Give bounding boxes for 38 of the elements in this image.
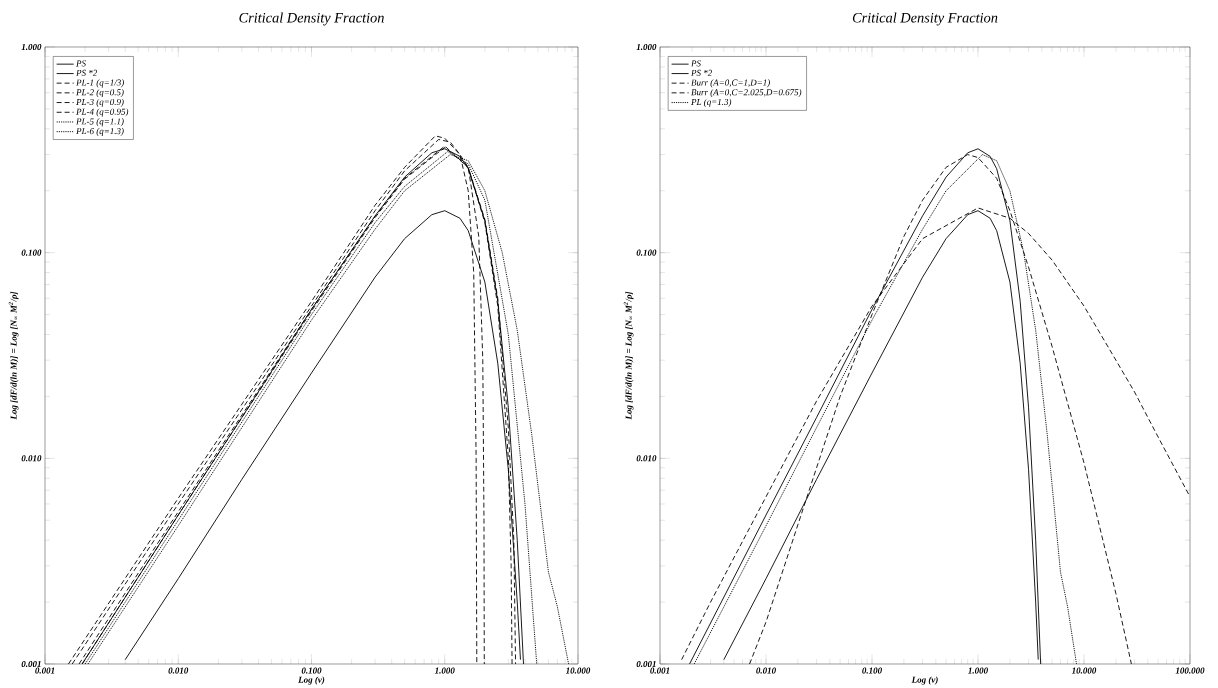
legend-label: Burr (A=0,C=1,D=1)	[691, 79, 770, 88]
x-axis-title: Log (ν)	[911, 676, 938, 685]
legend-label: PS	[76, 60, 86, 67]
legend-label: PL-5 (q=1.1)	[76, 118, 124, 127]
y-tick-label: 0.001	[636, 660, 656, 668]
x-tick-label: 10.000	[565, 667, 591, 674]
x-tick-label: 0.010	[168, 667, 189, 674]
y-axis-title: Log [dF/d(ln M)] = Log [N$_{∞}$ M$^{2}$/ρ]	[623, 291, 634, 420]
x-tick-label: 0.010	[756, 667, 776, 674]
y-tick-label: 1.000	[21, 43, 42, 51]
x-tick-label: 10.000	[1071, 667, 1097, 674]
legend-label: PL (q=1.3)	[690, 98, 732, 107]
y-axis-title: Log [dF/d(ln M)] = Log [N$_{∞}$ M$^{2}$/ρ]	[8, 291, 19, 420]
x-axis-title: Log (ν)	[298, 676, 325, 685]
y-tick-label: 0.010	[636, 455, 657, 462]
x-tick-label: 1.000	[968, 667, 988, 674]
x-tick-label: 0.100	[862, 667, 882, 674]
legend-label: PL-4 (q=0.95)	[76, 108, 129, 117]
x-tick-label: 0.001	[650, 667, 670, 674]
legend-label: PL-3 (q=0.9)	[76, 98, 124, 107]
x-tick-label: 0.100	[301, 667, 322, 674]
x-tick-label: 0.001	[35, 667, 55, 674]
y-tick-label: 0.100	[21, 249, 42, 256]
legend-label: PS *2	[76, 69, 98, 76]
legend-label: PS *2	[690, 69, 712, 76]
y-tick-label: 0.010	[21, 455, 42, 462]
legend-label: PL-6 (q=1.3)	[76, 127, 124, 136]
y-tick-label: 0.100	[636, 249, 657, 256]
chart-title: Critical Density Fraction	[239, 12, 384, 26]
x-tick-label: 1.000	[434, 667, 455, 674]
chart-title: Critical Density Fraction	[852, 12, 998, 26]
x-tick-label: 100.000	[1175, 667, 1205, 674]
y-tick-label: 0.001	[21, 660, 41, 668]
legend-label: Burr (A=0,C=2.025,D=0.675)	[691, 89, 802, 98]
legend-label: PL-2 (q=0.5)	[76, 89, 124, 98]
legend-label: PS	[690, 60, 701, 67]
legend-label: PL-1 (q=1/3)	[76, 79, 124, 88]
y-tick-label: 1.000	[636, 43, 657, 51]
